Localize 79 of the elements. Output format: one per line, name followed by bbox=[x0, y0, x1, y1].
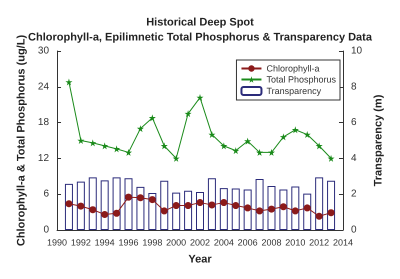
point bbox=[292, 207, 299, 214]
y2-tick-label: 6 bbox=[350, 117, 357, 128]
point bbox=[208, 131, 216, 138]
point bbox=[89, 206, 96, 214]
point bbox=[304, 131, 311, 138]
legend-label: Chlorophyll-a bbox=[266, 64, 320, 74]
point bbox=[328, 154, 335, 162]
y2-tick-label: 8 bbox=[350, 81, 357, 92]
point bbox=[136, 194, 144, 202]
point bbox=[196, 199, 204, 206]
x-tick-label: 2014 bbox=[332, 238, 353, 248]
y2-tick-label: 2 bbox=[350, 188, 357, 200]
point bbox=[148, 114, 156, 122]
legend-label: Transparency bbox=[266, 86, 322, 96]
y-tick-label: 6 bbox=[43, 188, 50, 200]
x-tick-label: 2004 bbox=[214, 238, 234, 248]
point bbox=[316, 212, 323, 220]
point bbox=[256, 148, 264, 156]
x-tick-label: 2012 bbox=[309, 238, 330, 248]
x-axis-title: Year bbox=[188, 254, 212, 266]
point bbox=[113, 210, 120, 217]
x-tick-label: 2008 bbox=[261, 238, 282, 248]
point bbox=[125, 194, 132, 201]
point bbox=[244, 138, 252, 145]
x-tick-label: 2006 bbox=[238, 238, 258, 248]
legend-label: Total Phosphorus bbox=[266, 74, 336, 84]
point bbox=[316, 142, 323, 150]
x-tick-label: 1994 bbox=[94, 238, 115, 248]
point bbox=[280, 133, 287, 140]
point bbox=[280, 203, 287, 210]
point bbox=[136, 125, 144, 132]
x-tick-label: 1996 bbox=[118, 238, 139, 248]
point bbox=[220, 199, 228, 206]
y-tick-label: 18 bbox=[38, 117, 50, 128]
y2-tick-label: 0 bbox=[350, 224, 357, 236]
point bbox=[101, 142, 108, 150]
y-tick-label: 24 bbox=[38, 81, 50, 92]
x-tick-label: 1992 bbox=[70, 238, 91, 248]
point bbox=[184, 110, 192, 118]
x-tick-label: 1990 bbox=[47, 238, 68, 248]
chart-subtitle: Chlorophyll-a, Epilimnetic Total Phosphorus & Transparency Data bbox=[28, 32, 373, 44]
y2-tick-label: 10 bbox=[350, 46, 363, 56]
y-tick-label: 30 bbox=[38, 46, 50, 56]
point bbox=[292, 126, 299, 134]
point bbox=[268, 206, 275, 213]
point bbox=[244, 204, 252, 212]
point bbox=[268, 148, 275, 156]
point bbox=[65, 200, 72, 208]
point bbox=[184, 202, 192, 210]
x-tick-label: 2002 bbox=[190, 238, 210, 248]
y-tick-label: 12 bbox=[38, 152, 50, 164]
y2-axis-title: Transparency (m) bbox=[372, 94, 384, 186]
point bbox=[328, 209, 335, 216]
point bbox=[113, 145, 120, 152]
y-axis-title: Chlorophyll-a & Total Phosphorus (ug/L) bbox=[16, 34, 28, 246]
y-tick-label: 0 bbox=[43, 224, 50, 236]
point bbox=[101, 210, 108, 218]
y2-tick-label: 4 bbox=[350, 152, 357, 164]
point bbox=[208, 201, 216, 208]
point bbox=[220, 142, 228, 150]
x-tick-label: 1998 bbox=[142, 238, 162, 248]
point bbox=[77, 137, 84, 144]
point bbox=[232, 202, 240, 210]
point bbox=[256, 207, 264, 214]
point bbox=[304, 204, 311, 212]
point bbox=[160, 207, 168, 214]
point bbox=[77, 202, 84, 210]
point bbox=[172, 154, 180, 162]
x-tick-label: 2010 bbox=[285, 238, 306, 248]
point bbox=[232, 147, 240, 154]
point bbox=[89, 139, 96, 146]
point bbox=[148, 196, 156, 204]
chart-title: Historical Deep Spot bbox=[146, 16, 254, 28]
x-tick-label: 2000 bbox=[166, 238, 186, 248]
point bbox=[65, 78, 72, 86]
point bbox=[196, 94, 204, 102]
point bbox=[125, 148, 132, 156]
point bbox=[172, 202, 180, 210]
point bbox=[160, 142, 168, 150]
